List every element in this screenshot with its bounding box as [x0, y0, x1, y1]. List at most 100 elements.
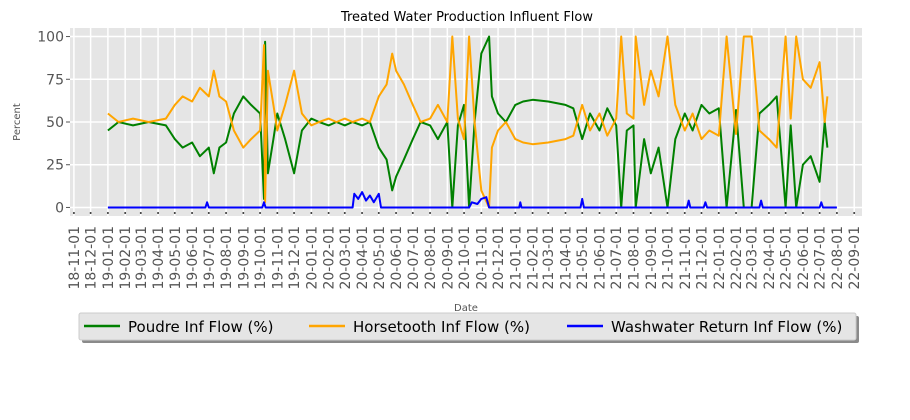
x-tick-label: 21-10-01	[660, 226, 676, 290]
legend-items: Poudre Inf Flow (%) Horsetooth Inf Flow (…	[84, 318, 842, 336]
x-tick-mark	[446, 212, 449, 214]
x-tick-mark	[89, 212, 92, 214]
x-tick-mark	[666, 212, 669, 214]
x-tick-mark	[835, 212, 838, 214]
x-tick-label: 18-12-01	[84, 226, 100, 290]
x-tick-label: 22-05-01	[779, 226, 795, 290]
x-tick-mark	[649, 212, 652, 214]
x-tick-label: 22-08-01	[830, 226, 846, 290]
y-tick-label: 25	[46, 158, 64, 174]
x-tick-mark	[853, 212, 856, 214]
x-tick-mark	[598, 212, 601, 214]
x-tick-mark	[124, 212, 127, 214]
x-tick-mark	[801, 212, 804, 214]
x-tick-mark	[564, 212, 567, 214]
x-tick-label: 20-01-01	[304, 226, 320, 290]
x-tick-label: 22-02-01	[729, 226, 745, 290]
x-tick-mark	[514, 212, 517, 214]
x-tick-label: 19-11-01	[270, 226, 286, 290]
x-tick-label: 22-01-01	[712, 226, 728, 290]
x-tick-mark	[259, 212, 262, 214]
x-tick-mark	[683, 212, 686, 214]
series-washwater-return-inf-flow-line	[107, 191, 837, 209]
x-tick-mark	[343, 212, 346, 214]
x-tick-label: 19-01-01	[101, 226, 117, 290]
x-tick-mark	[293, 212, 296, 214]
y-tick-label: 75	[46, 72, 64, 88]
x-tick-label: 22-09-01	[847, 226, 863, 290]
x-tick-mark	[72, 212, 75, 214]
x-tick-mark	[207, 212, 210, 214]
x-tick-label: 19-07-01	[202, 226, 218, 290]
series-layer	[107, 35, 837, 209]
x-tick-mark	[327, 212, 330, 214]
x-tick-label: 21-09-01	[644, 226, 660, 290]
x-tick-label: 22-07-01	[813, 226, 829, 290]
x-tick-label: 21-05-01	[575, 226, 591, 290]
series-horsetooth-inf-flow-line	[107, 35, 829, 209]
x-tick-label: 20-02-01	[322, 226, 338, 290]
x-tick-mark	[497, 212, 500, 214]
legend-label: Horsetooth Inf Flow (%)	[353, 318, 530, 336]
x-tick-label: 19-05-01	[168, 226, 184, 290]
x-tick-mark	[191, 212, 194, 214]
x-axis-ticks: 18-11-01 18-12-01 19-01-01 19-02-01 19-03-01…	[67, 212, 863, 290]
x-tick-label: 21-03-01	[541, 226, 557, 290]
x-tick-mark	[784, 212, 787, 214]
x-tick-label: 19-02-01	[118, 226, 134, 290]
x-tick-mark	[276, 212, 279, 214]
chart-title: Treated Water Production Influent Flow	[340, 10, 593, 25]
x-tick-mark	[361, 212, 364, 214]
y-tick-label: 50	[46, 115, 64, 131]
x-tick-label: 20-07-01	[406, 226, 422, 290]
x-tick-label: 21-11-01	[678, 226, 694, 290]
x-tick-label: 22-06-01	[796, 226, 812, 290]
x-tick-mark	[429, 212, 432, 214]
legend-label: Poudre Inf Flow (%)	[128, 318, 274, 336]
x-tick-mark	[463, 212, 466, 214]
x-tick-mark	[818, 212, 821, 214]
x-tick-label: 22-04-01	[762, 226, 778, 290]
x-tick-mark	[750, 212, 753, 214]
x-tick-label: 19-04-01	[151, 226, 167, 290]
x-tick-mark	[106, 212, 109, 214]
x-tick-mark	[480, 212, 483, 214]
y-tick-label: 0	[55, 200, 64, 216]
x-tick-mark	[377, 212, 380, 214]
x-tick-mark	[615, 212, 618, 214]
x-tick-label: 19-09-01	[236, 226, 252, 290]
x-tick-mark	[547, 212, 550, 214]
x-tick-label: 21-12-01	[694, 226, 710, 290]
x-tick-label: 20-04-01	[355, 226, 371, 290]
legend-box	[78, 312, 857, 341]
x-tick-mark	[632, 212, 635, 214]
x-tick-mark	[173, 212, 176, 214]
x-tick-label: 21-01-01	[508, 226, 524, 290]
x-tick-label: 20-08-01	[423, 226, 439, 290]
x-tick-label: 19-12-01	[287, 226, 303, 290]
x-tick-label: 20-10-01	[457, 226, 473, 290]
x-tick-mark	[139, 212, 142, 214]
x-tick-mark	[531, 212, 534, 214]
x-tick-mark	[310, 212, 313, 214]
x-tick-label: 20-03-01	[338, 226, 354, 290]
x-tick-mark	[700, 212, 703, 214]
x-tick-mark	[411, 212, 414, 214]
x-tick-label: 19-08-01	[219, 226, 235, 290]
x-tick-mark	[157, 212, 160, 214]
x-tick-label: 21-07-01	[609, 226, 625, 290]
x-tick-label: 21-04-01	[558, 226, 574, 290]
x-tick-mark	[242, 212, 245, 214]
legend: Poudre Inf Flow (%) Horsetooth Inf Flow (…	[78, 312, 859, 343]
x-tick-label: 18-11-01	[67, 226, 83, 290]
x-tick-mark	[581, 212, 584, 214]
x-tick-label: 20-09-01	[440, 226, 456, 290]
y-axis-label: Percent	[12, 103, 23, 141]
x-tick-mark	[395, 212, 398, 214]
x-tick-label: 20-05-01	[372, 226, 388, 290]
x-tick-mark	[735, 212, 738, 214]
x-tick-label: 21-06-01	[592, 226, 608, 290]
x-tick-label: 19-06-01	[185, 226, 201, 290]
x-tick-mark	[767, 212, 770, 214]
